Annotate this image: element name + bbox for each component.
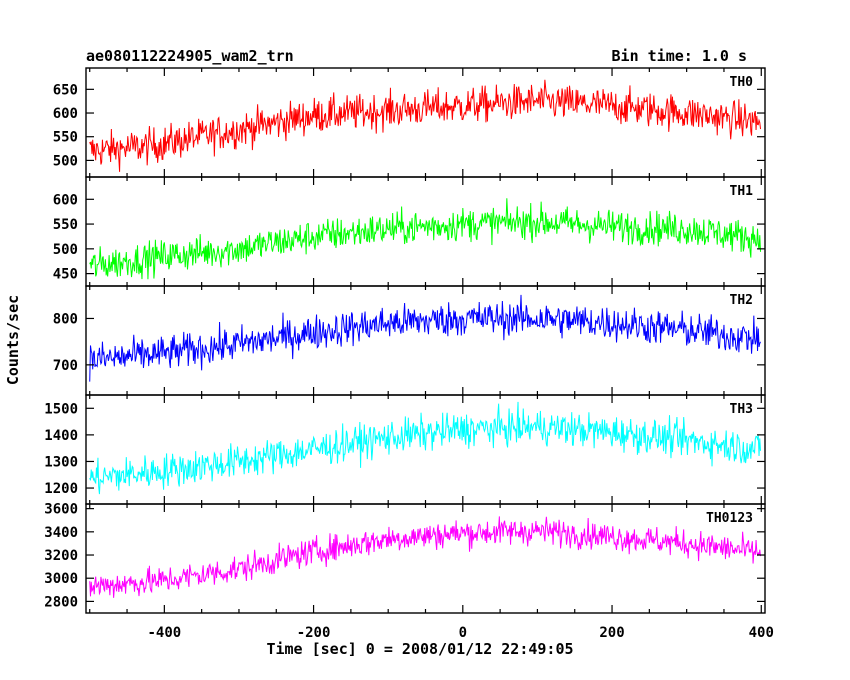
panel-th0123: 2800 3000 3200 3400 3600 TH0123 bbox=[44, 502, 766, 614]
panel-th2: 700 800 TH2 bbox=[53, 285, 766, 396]
y-tick-label: 3200 bbox=[44, 548, 78, 564]
y-tick-label: 3000 bbox=[44, 571, 78, 587]
x-tick-label: 400 bbox=[749, 625, 774, 641]
x-tick-label: 200 bbox=[599, 625, 624, 641]
series-line-th3 bbox=[89, 401, 762, 495]
panel-frame bbox=[85, 176, 766, 287]
y-tick-label: 700 bbox=[53, 358, 78, 374]
series-line-th0 bbox=[89, 79, 762, 172]
series-line-th0123 bbox=[89, 516, 762, 598]
y-tick-label: 600 bbox=[53, 106, 78, 122]
y-axis-title: Counts/sec bbox=[4, 295, 22, 385]
y-tick-label: 2800 bbox=[44, 594, 78, 610]
panel-frame bbox=[85, 503, 766, 614]
panel-label-th1: TH1 bbox=[730, 184, 754, 199]
y-tick-label: 3600 bbox=[44, 502, 78, 518]
series-line-th1 bbox=[89, 198, 762, 280]
y-tick-label: 600 bbox=[53, 192, 78, 208]
panels-group: 500 550 600 650 TH0 450 500 550 600 TH1 700 800 TH2 1… bbox=[44, 67, 766, 614]
panel-label-th3: TH3 bbox=[730, 402, 753, 417]
y-tick-label: 1300 bbox=[44, 454, 78, 470]
y-tick-label: 650 bbox=[53, 82, 78, 98]
series-line-th2 bbox=[89, 294, 761, 382]
y-tick-label: 450 bbox=[53, 267, 78, 283]
x-axis-tick-labels: -400 -200 0 200 400 bbox=[147, 625, 773, 641]
panel-label-th0123: TH0123 bbox=[706, 511, 753, 526]
panel-th0: 500 550 600 650 TH0 bbox=[53, 67, 766, 178]
y-tick-label: 500 bbox=[53, 153, 78, 169]
y-tick-label: 500 bbox=[53, 242, 78, 258]
y-tick-label: 1500 bbox=[44, 401, 78, 417]
x-tick-label: -400 bbox=[147, 625, 181, 641]
x-axis-title: Time [sec] 0 = 2008/01/12 22:49:05 bbox=[266, 640, 573, 658]
x-tick-label: -200 bbox=[297, 625, 331, 641]
x-tick-label: 0 bbox=[459, 625, 467, 641]
y-tick-label: 3400 bbox=[44, 525, 78, 541]
y-tick-label: 550 bbox=[53, 130, 78, 146]
panel-th3: 1200 1300 1400 1500 TH3 bbox=[44, 394, 766, 505]
panel-label-th0: TH0 bbox=[730, 75, 754, 90]
panel-th1: 450 500 550 600 TH1 bbox=[53, 176, 766, 287]
panel-label-th2: TH2 bbox=[730, 293, 753, 308]
chart-title: ae080112224905_wam2_trn bbox=[86, 47, 294, 65]
bin-time-label: Bin time: 1.0 s bbox=[612, 47, 747, 65]
y-tick-label: 800 bbox=[53, 311, 78, 327]
y-tick-label: 550 bbox=[53, 217, 78, 233]
y-tick-label: 1400 bbox=[44, 428, 78, 444]
y-tick-label: 1200 bbox=[44, 481, 78, 497]
panel-frame bbox=[85, 67, 766, 178]
